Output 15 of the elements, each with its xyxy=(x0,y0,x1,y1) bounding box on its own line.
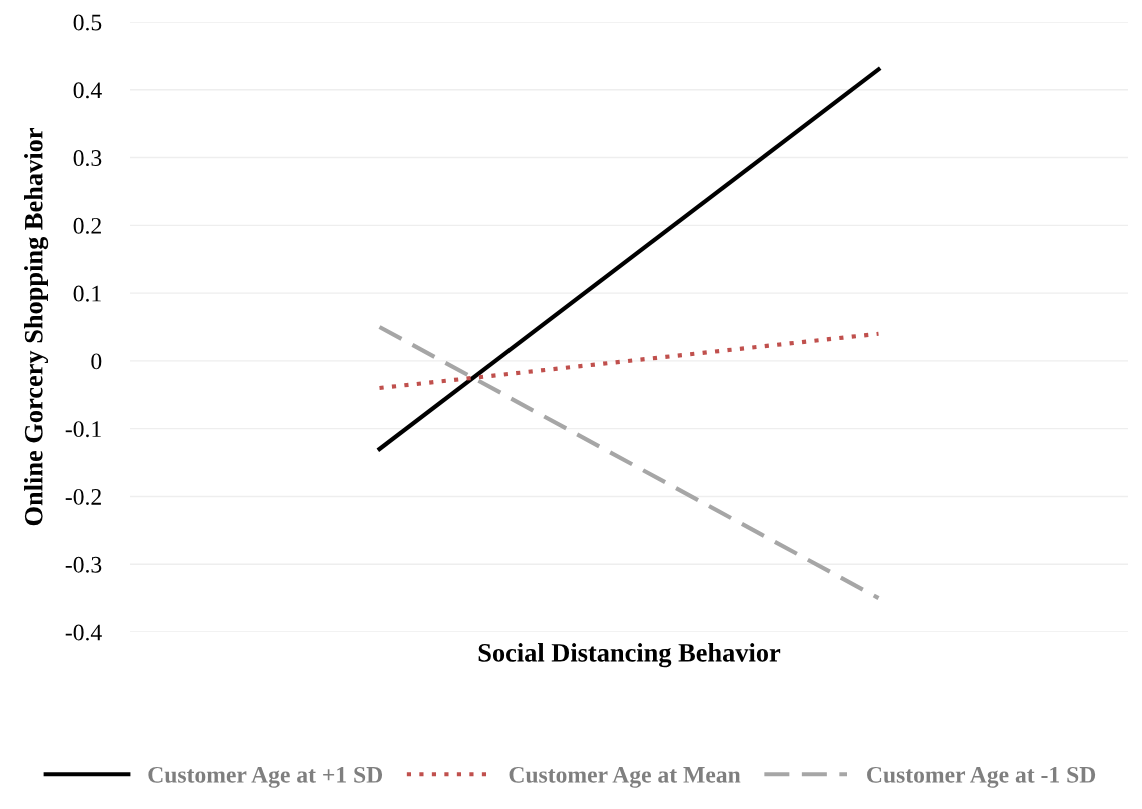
legend-label: Customer Age at +1 SD xyxy=(148,766,383,788)
y-tick-label: 0.3 xyxy=(73,150,102,167)
y-tick-label: 0.1 xyxy=(73,285,101,302)
y-tick-label: -0.1 xyxy=(65,421,101,438)
y-tick-label: 0.2 xyxy=(73,217,101,234)
y-tick-label: 0.4 xyxy=(73,82,102,99)
y-tick-label: -0.3 xyxy=(65,556,102,573)
x-axis-title: Social Distancing Behavior xyxy=(478,643,781,668)
y-tick-label: -0.2 xyxy=(65,488,101,505)
y-tick-label: 0 xyxy=(91,353,102,370)
y-tick-label: -0.4 xyxy=(65,624,102,641)
legend-label: Customer Age at -1 SD xyxy=(867,766,1096,788)
y-axis-title: Online Gorcery Shopping Behavior xyxy=(24,128,49,526)
legend-label: Customer Age at Mean xyxy=(509,766,741,788)
y-tick-label: 0.5 xyxy=(73,14,102,31)
